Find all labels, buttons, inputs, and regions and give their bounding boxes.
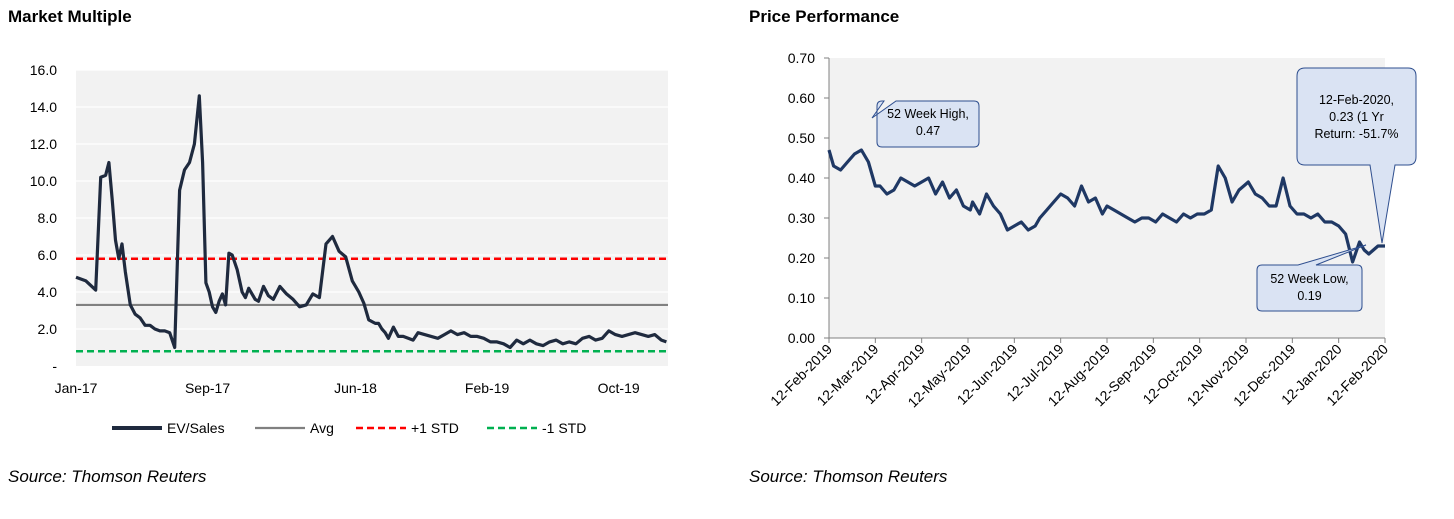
callout-high-line2: 0.47 [915,124,941,138]
callout-1yr-return-text: 12-Feb-2020, 0.23 (1 Yr Return: -51.7% [1297,92,1416,143]
market-multiple-y-tick-label: 8.0 [38,210,58,226]
price-y-tick-label: 0.20 [788,250,815,266]
market-multiple-x-tick-label: Oct-19 [598,380,640,396]
market-multiple-gridlines [76,69,668,330]
price-y-tick-label: 0.50 [788,130,815,146]
market-multiple-x-tick-label: Feb-19 [465,380,510,396]
market-multiple-x-tick-label: Jan-17 [55,380,98,396]
callout-low-line2: 0.19 [1297,289,1322,303]
legend-label: -1 STD [542,420,586,436]
price-performance-x-ticks: 12-Feb-201912-Mar-201912-Apr-201912-May-… [767,338,1391,410]
market-multiple-x-tick-label: Sep-17 [185,380,230,396]
price-y-tick-label: 0.00 [788,330,815,346]
market-multiple-y-tick-label: - [52,358,57,374]
market-multiple-y-ticks: - 2.0 4.0 6.0 8.0 10.0 12.0 14.0 16.0 [30,62,58,374]
price-performance-y-ticks: 0.00 0.10 0.20 0.30 0.40 0.50 0.60 0.70 [788,50,829,346]
price-y-tick-label: 0.40 [788,170,815,186]
callout-high-line1: 52 Week High, [887,107,969,121]
price-y-tick-label: 0.10 [788,290,815,306]
market-multiple-y-tick-label: 2.0 [38,321,58,337]
market-multiple-x-tick-label: Jun-18 [334,380,377,396]
legend-label: +1 STD [411,420,459,436]
market-multiple-y-tick-label: 16.0 [30,62,57,78]
callout-return-line2: 0.23 (1 Yr [1329,110,1384,124]
price-performance-lines [827,148,1385,264]
market-multiple-y-tick-label: 12.0 [30,136,57,152]
market-multiple-y-tick-label: 6.0 [38,247,58,263]
market-multiple-y-tick-label: 4.0 [38,284,58,300]
market-multiple-y-tick-label: 10.0 [30,173,57,189]
price-line [827,148,1385,264]
ev-sales-line [75,94,667,350]
market-multiple-legend: EV/Sales Avg +1 STD -1 STD [112,420,586,436]
price-y-tick-label: 0.60 [788,90,815,106]
price-performance-source: Source: Thomson Reuters [749,467,948,486]
legend-label: EV/Sales [167,420,225,436]
callout-52-week-high [871,100,980,148]
callout-52-week-low [1256,244,1367,312]
market-multiple-lines [75,94,668,353]
price-performance-title: Price Performance [749,7,900,26]
callout-return-line3: Return: -51.7% [1314,127,1399,141]
price-y-tick-label: 0.70 [788,50,815,66]
market-multiple-source: Source: Thomson Reuters [8,467,207,486]
callout-52-week-high-text: 52 Week High, 0.47 [877,106,979,140]
market-multiple-y-tick-label: 14.0 [30,99,57,115]
callout-return-line1: 12-Feb-2020, [1318,93,1395,107]
price-y-tick-label: 0.30 [788,210,815,226]
market-multiple-title: Market Multiple [8,7,132,26]
callout-1yr-return [1296,67,1417,244]
legend-label: Avg [310,420,334,436]
callout-low-line1: 52 Week Low, [1270,272,1349,286]
market-multiple-chart: - 2.0 4.0 6.0 8.0 10.0 12.0 14.0 16.0 Jan-17 Sep-… [30,62,668,436]
callout-52-week-low-text: 52 Week Low, 0.19 [1257,271,1362,305]
market-multiple-x-ticks: Jan-17 Sep-17 Jun-18 Feb-19 Oct-19 [55,380,640,396]
